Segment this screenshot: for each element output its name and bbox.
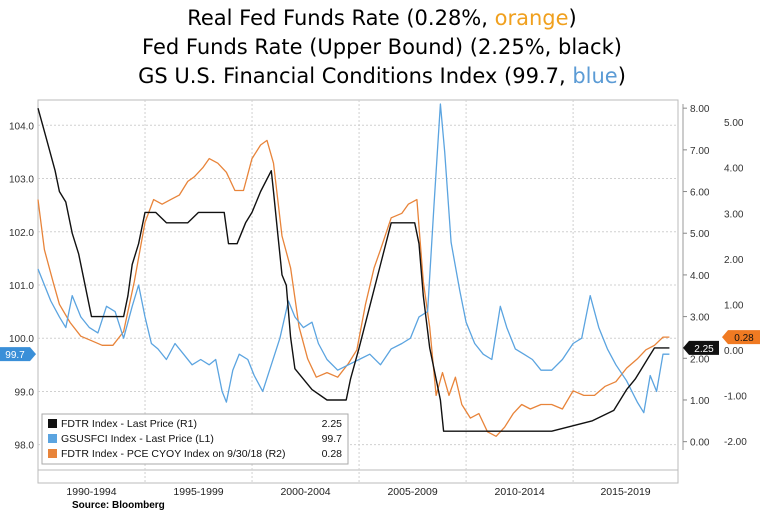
- right-inner-tick-label: 5.00: [724, 118, 744, 129]
- left-tick-label: 98.0: [15, 441, 35, 452]
- blue-end-tag-shape: [0, 347, 36, 362]
- series-lines: [37, 103, 670, 437]
- title-line-3-prefix: GS U.S. Financial Conditions Index (99.7…: [138, 64, 573, 88]
- title-line-1-prefix: Real Fed Funds Rate (0.28%,: [187, 6, 495, 30]
- right-outer-tick-label: 5.00: [690, 229, 710, 240]
- legend-swatch: [48, 434, 57, 443]
- x-period-label: 1990-1994: [66, 486, 116, 498]
- title-line-2: Fed Funds Rate (Upper Bound) (2.25%, bla…: [142, 35, 622, 59]
- left-tick-label: 102.0: [9, 228, 34, 239]
- legend-value: 2.25: [322, 418, 343, 430]
- left-tick-label: 103.0: [9, 175, 34, 186]
- right-outer-tick-label: 3.00: [690, 313, 710, 324]
- series-line-black: [37, 108, 670, 432]
- legend-label: GSUSFCI Index - Last Price (L1): [61, 433, 214, 445]
- right-outer-tick-label: 4.00: [690, 271, 710, 282]
- grid-lines: [38, 124, 678, 446]
- black-end-tag-shape: [683, 340, 719, 355]
- title-orange-word: orange: [494, 6, 569, 30]
- right-axis: 0.00 1.00 2.00 3.00 4.00 5.00 6.00 7.00 8.00 -2.0…: [682, 104, 747, 450]
- left-tick-label: 99.0: [15, 387, 35, 398]
- series-line-blue: [37, 103, 670, 414]
- x-period-label: 2000-2004: [280, 486, 330, 498]
- black-end-tag-text: 2.25: [694, 344, 714, 355]
- title-line-1: Real Fed Funds Rate (0.28%, orange): [0, 6, 764, 30]
- orange-end-tag-shape: [722, 330, 760, 345]
- end-value-tags: 99.7 2.25 0.28: [0, 330, 760, 362]
- orange-end-tag: 0.28: [722, 330, 760, 345]
- left-tick-label: 100.0: [9, 334, 34, 345]
- right-inner-tick-label: 0.00: [724, 346, 744, 357]
- left-tick-label: 104.0: [9, 121, 34, 132]
- right-outer-tick-label: 2.00: [690, 354, 710, 365]
- left-tick-label: 101.0: [9, 281, 34, 292]
- right-inner-tick-label: -2.00: [724, 437, 747, 448]
- legend-value: 99.7: [322, 433, 343, 445]
- black-end-tag: 2.25: [683, 340, 719, 355]
- right-inner-tick-label: 4.00: [724, 164, 744, 175]
- legend-box: [41, 413, 349, 465]
- right-outer-tick-label: 1.00: [690, 396, 710, 407]
- x-axis-periods: 1990-1994 1995-1999 2000-2004 2005-2009 2010…: [38, 100, 678, 498]
- legend-label: FDTR Index - Last Price (R1): [61, 418, 197, 430]
- right-inner-tick-label: 2.00: [724, 255, 744, 266]
- right-inner-tick-label: -1.00: [724, 391, 747, 402]
- right-outer-tick-label: 8.00: [690, 104, 710, 115]
- x-period-label: 2005-2009: [387, 486, 437, 498]
- right-outer-tick-label: 0.00: [690, 438, 710, 449]
- legend-value: 0.28: [322, 448, 343, 460]
- legend-label: FDTR Index - PCE CYOY Index on 9/30/18 (…: [61, 448, 285, 460]
- right-outer-tick-label: 6.00: [690, 188, 710, 199]
- title-line-3-suffix: ): [617, 64, 626, 88]
- right-inner-tick-label: 1.00: [724, 300, 744, 311]
- source-note: Source: Bloomberg: [72, 500, 165, 511]
- x-period-label: 2010-2014: [494, 486, 544, 498]
- title-line-3: GS U.S. Financial Conditions Index (99.7…: [0, 64, 764, 88]
- right-outer-tick-label: 7.00: [690, 146, 710, 157]
- blue-end-tag: 99.7: [0, 347, 36, 362]
- left-axis: 98.0 99.0 100.0 101.0 102.0 103.0 104.0: [9, 121, 34, 451]
- title-line-1-suffix: ): [568, 6, 577, 30]
- series-line-orange: [37, 139, 670, 437]
- orange-end-tag-text: 0.28: [734, 333, 754, 344]
- x-period-label: 2015-2019: [600, 486, 650, 498]
- right-inner-tick-label: 3.00: [724, 209, 744, 220]
- legend: FDTR Index - Last Price (R1) 2.25 GSUSFCI …: [41, 413, 349, 465]
- x-period-label: 1995-1999: [173, 486, 223, 498]
- title-blue-word: blue: [572, 64, 618, 88]
- blue-end-tag-text: 99.7: [5, 350, 25, 361]
- legend-swatch: [48, 449, 57, 458]
- legend-swatch: [48, 419, 57, 428]
